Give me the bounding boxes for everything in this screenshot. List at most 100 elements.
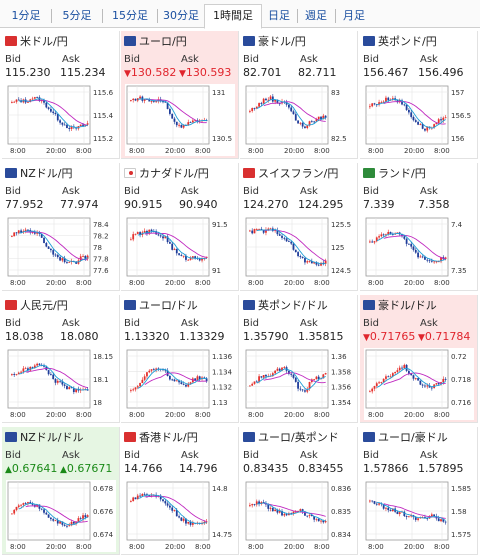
currency-pair-title[interactable]: 豪ドル/ドル bbox=[363, 299, 437, 313]
candle-body bbox=[33, 232, 36, 234]
candle-body bbox=[187, 122, 190, 126]
tab-monthly[interactable]: 月足 bbox=[343, 9, 365, 22]
mini-candlestick-chart[interactable]: 78.4 78.2 78 77.8 77.6 8:00 20:00 8:00 bbox=[6, 216, 116, 288]
currency-panel[interactable]: 英ポンド/円 Bid Ask 156.467 156.496 157 156.5 156 8:0… bbox=[360, 31, 478, 159]
currency-pair-title[interactable]: 英ポンド/ドル bbox=[243, 299, 328, 313]
mini-candlestick-chart[interactable]: 1.585 1.58 1.575 8:00 20:00 8:00 bbox=[364, 480, 474, 552]
currency-panel[interactable]: 香港ドル/円 Bid Ask 14.766 14.796 14.8 14.75 8:00 20:… bbox=[121, 427, 239, 555]
x-tick-label: 8:00 bbox=[10, 147, 26, 155]
candle-body bbox=[130, 99, 132, 101]
currency-pair-title[interactable]: 英ポンド/円 bbox=[363, 35, 437, 49]
currency-panel[interactable]: 米ドル/円 Bid Ask 115.230 115.234 115.6 115.4 115.2… bbox=[2, 31, 120, 159]
mini-candlestick-chart[interactable]: 1.36 1.358 1.356 1.354 8:00 20:00 8:00 bbox=[244, 348, 354, 420]
currency-pair-title[interactable]: 豪ドル/円 bbox=[243, 35, 306, 49]
candle-body bbox=[424, 128, 426, 131]
x-tick-label: 8:00 bbox=[314, 411, 330, 419]
currency-panel[interactable]: 英ポンド/ドル Bid Ask 1.35790 1.35815 1.36 1.358 1.35… bbox=[240, 295, 358, 423]
candle-body bbox=[166, 236, 169, 243]
candle-body bbox=[134, 387, 137, 390]
currency-pair-title[interactable]: カナダドル/円 bbox=[124, 167, 209, 181]
candle-body bbox=[194, 378, 197, 381]
currency-panel[interactable]: ユーロ/ドル Bid Ask 1.13320 1.13329 1.136 1.134 1.13… bbox=[121, 295, 239, 423]
currency-panel[interactable]: ユーロ/英ポンド Bid Ask 0.83435 0.83455 0.836 0.835 0.… bbox=[240, 427, 358, 555]
currency-pair-title[interactable]: 香港ドル/円 bbox=[124, 431, 198, 445]
currency-panel[interactable]: 豪ドル/ドル Bid Ask ▼0.71765 ▼0.71784 0.72 0.718 0.7… bbox=[360, 295, 478, 423]
candle-body bbox=[417, 518, 419, 520]
candle-body bbox=[371, 103, 374, 107]
mini-candlestick-chart[interactable]: 83 82.5 8:00 20:00 8:00 bbox=[244, 84, 354, 156]
currency-panel[interactable]: スイスフラン/円 Bid Ask 124.270 124.295 125.5 125 124.… bbox=[240, 163, 358, 291]
currency-pair-title[interactable]: ユーロ/英ポンド bbox=[243, 431, 339, 445]
currency-panel[interactable]: NZドル/ドル Bid Ask ▲0.67641 ▲0.67671 0.678 0.676 0… bbox=[2, 427, 120, 555]
ask-value: 77.974 bbox=[60, 198, 99, 211]
tab-30min[interactable]: 30分足 bbox=[163, 9, 199, 22]
tab-separator bbox=[157, 9, 158, 23]
currency-pair-title[interactable]: NZドル/円 bbox=[5, 167, 72, 181]
tab-1min[interactable]: 1分足 bbox=[11, 9, 41, 22]
currency-panel[interactable]: ユーロ/豪ドル Bid Ask 1.57866 1.57895 1.585 1.58 1.57… bbox=[360, 427, 478, 555]
mini-candlestick-chart[interactable]: 157 156.5 156 8:00 20:00 8:00 bbox=[364, 84, 474, 156]
currency-panel[interactable]: 人民元/円 Bid Ask 18.038 18.080 18.15 18.1 18 8:00 20… bbox=[2, 295, 120, 423]
mini-candlestick-chart[interactable]: 115.6 115.4 115.2 8:00 20:00 8:00 bbox=[6, 84, 116, 156]
candle-body bbox=[173, 379, 176, 382]
candle-body bbox=[152, 101, 155, 103]
y-tick-label: 0.676 bbox=[93, 508, 114, 516]
mini-candlestick-chart[interactable]: 131 130.5 8:00 20:00 8:00 bbox=[125, 84, 235, 156]
y-tick-label: 18 bbox=[93, 399, 102, 407]
tab-daily[interactable]: 日足 bbox=[268, 9, 290, 22]
mini-candlestick-chart[interactable]: 18.15 18.1 18 8:00 20:00 8:00 bbox=[6, 348, 116, 420]
mini-candlestick-chart[interactable]: 91.5 91 8:00 20:00 8:00 bbox=[125, 216, 235, 288]
moving-average-short bbox=[137, 98, 207, 127]
tab-1hour[interactable]: 1時間足 bbox=[204, 4, 262, 29]
mini-candlestick-chart[interactable]: 14.8 14.75 8:00 20:00 8:00 bbox=[125, 480, 235, 552]
candle-body bbox=[139, 495, 141, 497]
tab-5min[interactable]: 5分足 bbox=[62, 9, 92, 22]
candle-body bbox=[442, 117, 445, 121]
candle-body bbox=[84, 256, 87, 259]
bid-label: Bid bbox=[5, 318, 21, 329]
currency-pair-title[interactable]: ユーロ/円 bbox=[124, 35, 187, 49]
y-tick-label: 91.5 bbox=[212, 221, 228, 229]
candle-body bbox=[315, 376, 318, 380]
tab-15min[interactable]: 15分足 bbox=[112, 9, 148, 22]
currency-pair-title[interactable]: 米ドル/円 bbox=[5, 35, 68, 49]
candle-body bbox=[20, 230, 22, 233]
mini-candlestick-chart[interactable]: 0.72 0.718 0.716 8:00 20:00 8:00 bbox=[364, 348, 474, 420]
candle-body bbox=[281, 367, 283, 371]
mini-candlestick-chart[interactable]: 1.136 1.134 1.132 1.13 8:00 20:00 8:00 bbox=[125, 348, 235, 420]
candle-body bbox=[182, 518, 185, 521]
y-tick-label: 1.356 bbox=[331, 384, 352, 392]
mini-candlestick-chart[interactable]: 0.836 0.835 0.834 8:00 20:00 8:00 bbox=[244, 480, 354, 552]
candle-body bbox=[369, 106, 371, 108]
x-tick-label: 20:00 bbox=[284, 279, 304, 287]
candle-body bbox=[141, 379, 144, 383]
candle-body bbox=[61, 258, 64, 261]
currency-panel[interactable]: ユーロ/円 Bid Ask ▼130.582 ▼130.593 131 130.5 8:00 2… bbox=[121, 31, 239, 159]
currency-pair-title[interactable]: NZドル/ドル bbox=[5, 431, 83, 445]
currency-pair-title[interactable]: ユーロ/豪ドル bbox=[363, 431, 448, 445]
currency-pair-title[interactable]: スイスフラン/円 bbox=[243, 167, 338, 181]
candle-body bbox=[317, 116, 320, 120]
mini-candlestick-chart[interactable]: 125.5 125 124.5 8:00 20:00 8:00 bbox=[244, 216, 354, 288]
candle-body bbox=[86, 255, 89, 259]
currency-pair-title[interactable]: ユーロ/ドル bbox=[124, 299, 198, 313]
candle-body bbox=[82, 124, 84, 126]
candle-body bbox=[61, 381, 64, 385]
currency-pair-title[interactable]: 人民元/円 bbox=[5, 299, 68, 313]
currency-panel[interactable]: 豪ドル/円 Bid Ask 82.701 82.711 83 82.5 8:00 20:00 8:… bbox=[240, 31, 358, 159]
eu-flag-icon bbox=[124, 300, 136, 310]
bid-value: ▲0.67641 bbox=[5, 462, 58, 475]
mini-candlestick-chart[interactable]: 7.4 7.35 8:00 20:00 8:00 bbox=[364, 216, 474, 288]
currency-panel[interactable]: ランド/円 Bid Ask 7.339 7.358 7.4 7.35 8:00 20:00 8:0… bbox=[360, 163, 478, 291]
ask-value: 18.080 bbox=[60, 330, 99, 343]
candle-body bbox=[162, 499, 164, 502]
currency-panel[interactable]: カナダドル/円 Bid Ask 90.915 90.940 91.5 91 8:00 20:00… bbox=[121, 163, 239, 291]
mini-candlestick-chart[interactable]: 0.678 0.676 0.674 8:00 20:00 8:00 bbox=[6, 480, 116, 552]
candle-body bbox=[132, 234, 135, 240]
tab-weekly[interactable]: 週足 bbox=[305, 9, 327, 22]
y-tick-label: 115.2 bbox=[93, 135, 113, 143]
currency-panel[interactable]: NZドル/円 Bid Ask 77.952 77.974 78.4 78.2 78 77.8 77… bbox=[2, 163, 120, 291]
x-tick-label: 8:00 bbox=[434, 411, 450, 419]
currency-pair-title[interactable]: ランド/円 bbox=[363, 167, 426, 181]
